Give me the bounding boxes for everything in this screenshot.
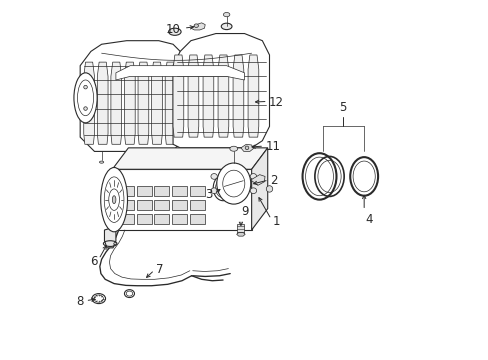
Polygon shape (165, 62, 176, 144)
Text: 4: 4 (365, 213, 372, 226)
Bar (119, 213, 134, 224)
Text: 10: 10 (166, 23, 181, 36)
Polygon shape (250, 175, 264, 185)
Polygon shape (124, 62, 135, 144)
Polygon shape (138, 62, 148, 144)
Ellipse shape (83, 85, 87, 89)
Ellipse shape (210, 188, 217, 194)
Bar (136, 200, 151, 210)
Ellipse shape (112, 196, 116, 203)
Text: 7: 7 (156, 263, 163, 276)
Polygon shape (233, 55, 244, 137)
Bar (190, 200, 205, 210)
Ellipse shape (216, 163, 250, 204)
Ellipse shape (250, 174, 256, 179)
Text: 1: 1 (272, 215, 279, 228)
Ellipse shape (99, 161, 103, 163)
Ellipse shape (213, 157, 218, 159)
Text: 3: 3 (204, 188, 212, 201)
Polygon shape (112, 148, 267, 169)
Polygon shape (151, 62, 162, 144)
Ellipse shape (83, 107, 87, 111)
Bar (190, 186, 205, 197)
Ellipse shape (185, 157, 189, 159)
Ellipse shape (124, 290, 134, 297)
Polygon shape (173, 55, 183, 137)
Bar (172, 200, 187, 210)
Ellipse shape (242, 157, 246, 159)
Text: 8: 8 (76, 295, 83, 308)
Ellipse shape (194, 24, 198, 27)
Bar (136, 213, 151, 224)
Polygon shape (97, 62, 108, 144)
Bar (112, 169, 251, 230)
Text: 11: 11 (264, 140, 280, 153)
Ellipse shape (223, 13, 229, 17)
Bar (136, 186, 151, 197)
Bar (119, 200, 134, 210)
Bar (154, 213, 169, 224)
Polygon shape (116, 66, 244, 80)
Ellipse shape (114, 243, 116, 245)
Text: 9: 9 (241, 205, 248, 218)
Ellipse shape (128, 161, 132, 163)
Polygon shape (247, 55, 258, 137)
Ellipse shape (229, 146, 237, 151)
Polygon shape (203, 55, 213, 137)
Ellipse shape (168, 28, 181, 35)
Ellipse shape (266, 186, 272, 192)
Polygon shape (83, 62, 94, 144)
Polygon shape (218, 55, 228, 137)
Bar (119, 186, 134, 197)
Ellipse shape (74, 73, 97, 123)
Text: 2: 2 (270, 174, 277, 186)
Ellipse shape (244, 146, 248, 150)
Ellipse shape (92, 294, 105, 303)
Polygon shape (173, 33, 269, 148)
Text: 12: 12 (268, 96, 283, 109)
Bar (172, 186, 187, 197)
Polygon shape (241, 144, 253, 152)
Ellipse shape (221, 23, 231, 30)
Text: 6: 6 (90, 255, 97, 268)
Polygon shape (80, 41, 183, 152)
Polygon shape (251, 148, 267, 230)
Ellipse shape (250, 188, 256, 194)
Bar (237, 224, 244, 234)
Ellipse shape (210, 174, 217, 179)
Bar (154, 186, 169, 197)
Bar (172, 213, 187, 224)
Bar (154, 200, 169, 210)
Ellipse shape (213, 175, 232, 201)
Bar (190, 213, 205, 224)
Polygon shape (188, 55, 198, 137)
Polygon shape (111, 62, 122, 144)
Text: 5: 5 (338, 101, 346, 114)
Polygon shape (104, 228, 116, 248)
Polygon shape (236, 233, 244, 236)
Polygon shape (190, 23, 205, 30)
Ellipse shape (156, 161, 161, 163)
Ellipse shape (101, 167, 127, 232)
